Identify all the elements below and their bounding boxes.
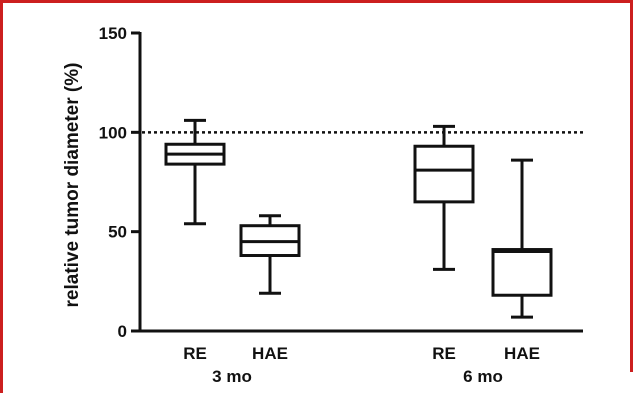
box-re-2	[415, 126, 473, 269]
box-re-1	[166, 120, 224, 223]
group-label: 6 mo	[463, 367, 503, 386]
box-hae-2	[493, 160, 551, 317]
box-iqr	[415, 146, 473, 202]
category-label: HAE	[252, 344, 288, 363]
axes: 0 50 100 150	[99, 24, 583, 341]
box-hae-1	[241, 216, 299, 293]
y-tick-label: 50	[108, 223, 127, 242]
y-tick-label: 0	[118, 322, 127, 341]
y-tick-label: 150	[99, 24, 127, 43]
group-label: 3 mo	[212, 367, 252, 386]
boxes	[166, 120, 551, 317]
category-label: HAE	[504, 344, 540, 363]
box-iqr	[493, 250, 551, 296]
y-tick-label: 100	[99, 123, 127, 142]
y-axis-title: relative tumor diameter (%)	[62, 63, 83, 308]
category-label: RE	[183, 344, 207, 363]
category-label: RE	[432, 344, 456, 363]
